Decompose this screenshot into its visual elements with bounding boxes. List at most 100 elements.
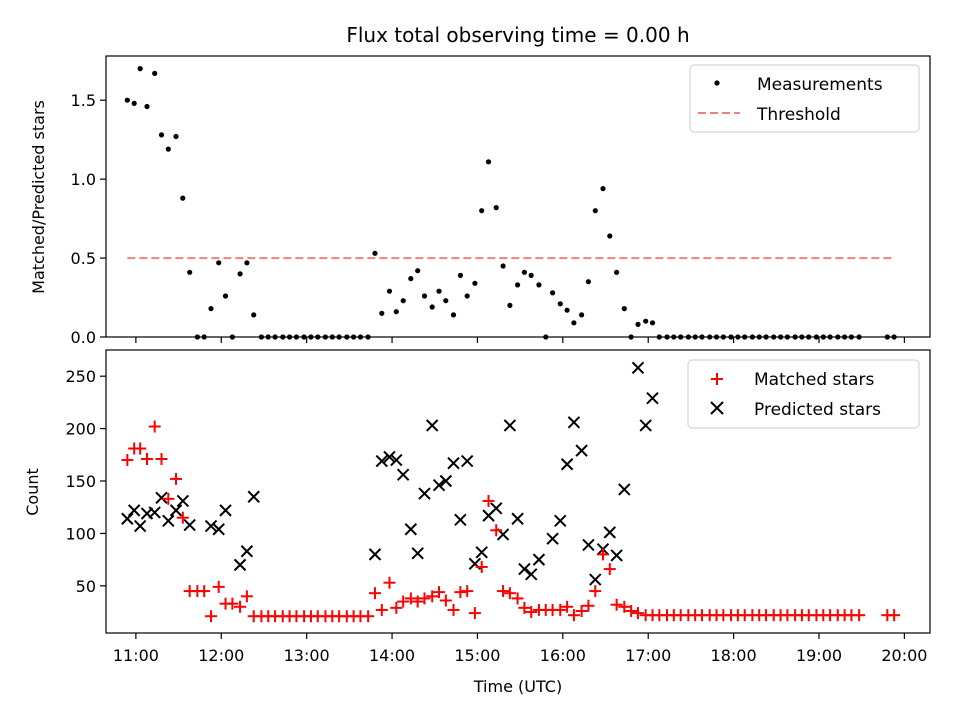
matched-star-point: [439, 594, 452, 607]
measurement-point: [585, 279, 592, 285]
measurement-point: [144, 103, 150, 110]
predicted-star-point: [582, 538, 595, 552]
matched-star-point: [610, 598, 623, 611]
measurement-point: [692, 334, 698, 340]
predicted-star-point: [169, 504, 183, 517]
measurement-point: [265, 334, 271, 340]
measurement-point: [685, 334, 692, 340]
measurement-point: [393, 309, 399, 315]
legend-threshold-label: Threshold: [756, 105, 841, 125]
matched-star-point: [589, 585, 602, 598]
measurement-point: [579, 312, 585, 318]
measurement-point: [429, 304, 435, 310]
predicted-star-point: [490, 502, 503, 515]
measurement-point: [379, 310, 385, 316]
x-axis-label: Time (UTC): [473, 677, 562, 696]
measurement-point: [649, 320, 656, 326]
legend-predicted-label: Predicted stars: [754, 400, 881, 420]
predicted-star-point: [418, 487, 431, 500]
count-y-tick-label: 200: [65, 420, 96, 439]
matched-star-point: [575, 604, 588, 617]
predicted-star-point: [447, 456, 460, 470]
ratio-y-axis-label: Matched/Predicted stars: [29, 100, 48, 294]
measurement-point: [216, 260, 222, 266]
measurement-point: [357, 334, 364, 340]
predicted-star-point: [546, 532, 559, 545]
measurement-point: [656, 334, 662, 340]
measurement-point: [194, 334, 200, 340]
count-panel: 50 100 150 200 250 11:00 12:00 13:00 14:00 15:00…: [23, 349, 931, 696]
measurement-point: [820, 334, 826, 340]
predicted-star-point: [575, 444, 588, 457]
measurement-point: [131, 100, 137, 106]
predicted-star-point: [404, 523, 418, 536]
predicted-star-point: [368, 548, 382, 561]
measurement-point: [251, 312, 257, 318]
ratio-y-tick-label: 1.5: [71, 91, 96, 110]
measurement-point: [827, 334, 833, 340]
measurement-point: [315, 334, 321, 340]
measurement-point: [728, 334, 734, 340]
matched-star-point: [418, 592, 431, 605]
matched-star-point: [461, 585, 474, 598]
measurement-point: [280, 334, 286, 340]
predicted-star-point: [532, 553, 546, 566]
measurement-point: [664, 334, 670, 340]
measurement-point: [614, 269, 620, 275]
measurement-point: [237, 271, 243, 277]
measurement-point: [457, 272, 463, 278]
predicted-star-point: [525, 568, 538, 581]
measurement-point: [771, 334, 777, 340]
predicted-star-point: [247, 490, 260, 503]
measurement-point: [557, 301, 563, 307]
matched-star-point: [475, 560, 488, 573]
x-tick-label: 20:00: [881, 646, 927, 665]
predicted-star-point: [460, 454, 474, 468]
measurement-point: [835, 334, 841, 340]
ratio-y-ticks: 0.0 0.5 1.0 1.5: [71, 91, 106, 347]
predicted-star-point: [390, 453, 403, 467]
matched-star-point: [240, 590, 253, 603]
matched-star-point: [162, 492, 175, 505]
measurement-point: [671, 334, 677, 340]
measurement-point: [713, 334, 720, 340]
predicted-star-point: [396, 468, 410, 481]
matched-star-point: [888, 609, 901, 622]
measurement-point: [742, 334, 748, 340]
measurement-point: [421, 293, 428, 299]
measurement-point: [137, 66, 143, 72]
matched-star-point: [411, 595, 424, 608]
matched-star-point: [198, 585, 211, 598]
measurement-point: [344, 334, 350, 340]
matched-stars-points: [121, 420, 901, 623]
ratio-x-ticks: [135, 337, 905, 343]
measurement-point: [208, 306, 214, 312]
predicted-star-point: [127, 504, 141, 517]
measurement-point: [813, 334, 820, 340]
matched-star-point: [362, 610, 375, 623]
measurement-point: [720, 334, 727, 340]
count-legend-box: [687, 359, 920, 429]
matched-star-point: [631, 607, 644, 620]
matched-star-point: [121, 454, 134, 467]
predicted-star-point: [121, 512, 134, 525]
predicted-star-point: [475, 546, 488, 559]
measurement-point: [301, 334, 307, 340]
predicted-star-point: [176, 494, 190, 508]
measurement-point: [528, 272, 534, 278]
measurement-point: [386, 288, 393, 294]
matched-star-point: [140, 453, 153, 466]
measurement-point: [351, 334, 357, 340]
matched-star-point: [234, 600, 247, 613]
matched-star-point: [433, 586, 446, 599]
count-y-tick-label: 250: [65, 367, 96, 386]
measurement-point: [891, 334, 897, 340]
matched-star-point: [397, 595, 410, 608]
predicted-star-point: [148, 506, 161, 519]
matched-star-point: [375, 603, 388, 616]
predicted-star-point: [511, 512, 524, 525]
count-x-ticks: 11:00 12:00 13:00 14:00 15:00 16:00 17:00 18:00…: [113, 633, 927, 665]
measurement-point: [272, 334, 278, 340]
measurement-point: [152, 70, 158, 76]
measurement-point: [607, 233, 613, 239]
